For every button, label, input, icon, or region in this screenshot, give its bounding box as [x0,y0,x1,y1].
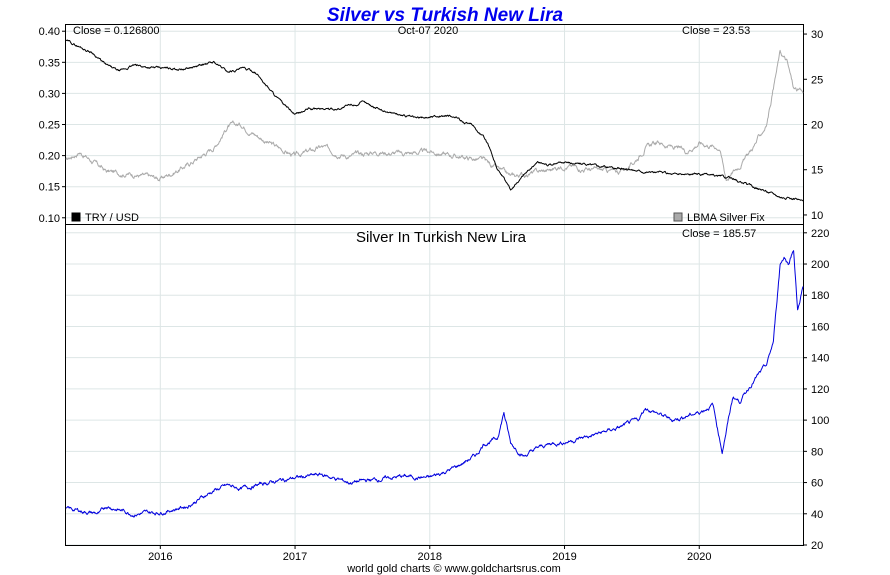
x-tick-label-2018: 2018 [418,551,442,563]
bottom-panel-frame [65,224,804,546]
bottom-close-label: Close = 185.57 [682,228,756,240]
x-tick-label-2017: 2017 [283,551,307,563]
bottom-right-tick-label-80: 80 [811,446,823,458]
axis-ticks: 2016 2017 2018 2019 20200.100.150.200.250.30… [39,26,830,563]
series-line-lbma-silver-fix [65,49,804,182]
right-tick-label-30: 30 [811,29,823,41]
series-line-silver-in-try [65,250,804,518]
bottom-right-tick-label-60: 60 [811,478,823,490]
top-right-close-label: Close = 23.53 [682,25,750,37]
x-tick-label-2016: 2016 [148,551,172,563]
bottom-right-tick-label-20: 20 [811,540,823,552]
left-tick-label-0.15: 0.15 [39,182,60,194]
right-tick-label-25: 25 [811,74,823,86]
series-line-try-usd [65,39,804,202]
series-layer [65,39,804,518]
x-tick-label-2020: 2020 [687,551,711,563]
left-tick-label-0.30: 0.30 [39,88,60,100]
bottom-right-tick-label-180: 180 [811,290,829,302]
bottom-right-tick-label-100: 100 [811,415,829,427]
legend-swatch-try-usd [71,212,81,222]
right-tick-label-20: 20 [811,120,823,132]
bottom-right-tick-label-120: 120 [811,384,829,396]
top-date-label: Oct-07 2020 [398,25,459,37]
bottom-right-tick-label-140: 140 [811,353,829,365]
left-tick-label-0.10: 0.10 [39,213,60,225]
left-tick-label-0.20: 0.20 [39,151,60,163]
right-tick-label-15: 15 [811,165,823,177]
legend-swatch-silver-usd [673,212,683,222]
bottom-right-tick-label-220: 220 [811,228,829,240]
bottom-right-tick-label-160: 160 [811,321,829,333]
legend-label-silver-usd: LBMA Silver Fix [687,212,765,224]
right-tick-label-10: 10 [811,210,823,222]
bottom-right-tick-label-200: 200 [811,259,829,271]
legend-label-try-usd: TRY / USD [85,212,139,224]
x-tick-label-2019: 2019 [552,551,576,563]
chart-title: Silver vs Turkish New Lira [327,5,564,26]
left-tick-label-0.25: 0.25 [39,120,60,132]
gridlines [66,25,803,546]
left-tick-label-0.35: 0.35 [39,57,60,69]
top-left-close-label: Close = 0.126800 [73,25,160,37]
left-tick-label-0.40: 0.40 [39,26,60,38]
bottom-right-tick-label-40: 40 [811,509,823,521]
footer-credit: world gold charts © www.goldchartsrus.co… [346,563,561,575]
bottom-subtitle: Silver In Turkish New Lira [356,229,527,246]
